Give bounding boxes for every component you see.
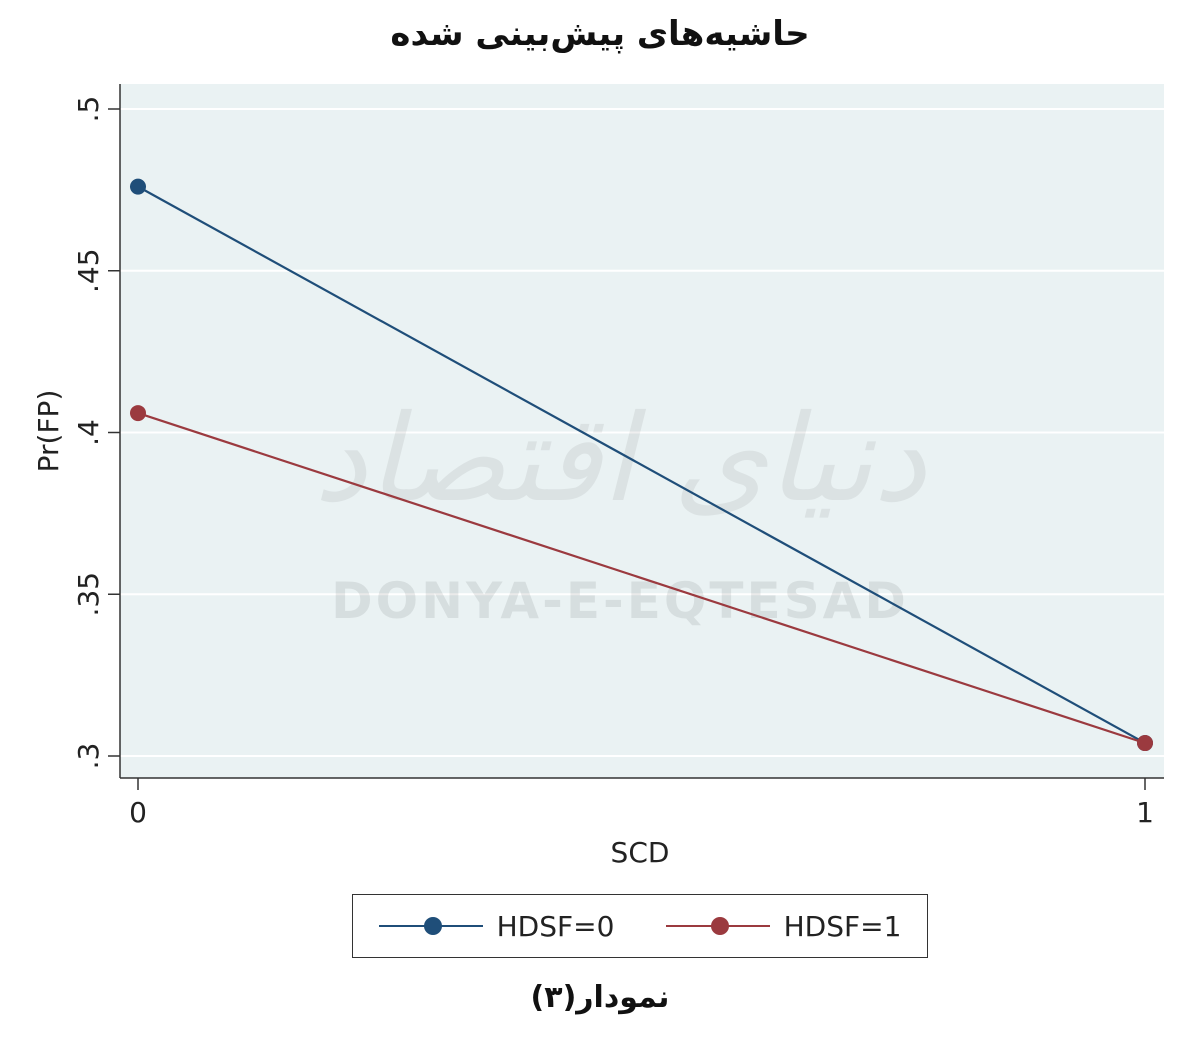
figure-caption: نمودار(۳) bbox=[530, 980, 670, 1015]
y-axis-ticks: .3 .35 .4 .45 .5 bbox=[72, 96, 120, 770]
x-tick-label: 1 bbox=[1136, 796, 1154, 829]
legend-label-hdsf1: HDSF=1 bbox=[783, 909, 902, 943]
x-tick-label: 0 bbox=[129, 796, 147, 829]
legend-marker-hdsf0 bbox=[423, 917, 442, 935]
watermark-persian: دنیای اقتصاد bbox=[314, 390, 927, 529]
series-line-1 bbox=[137, 412, 1146, 745]
legend-item-hdsf0: HDSF=0 bbox=[378, 909, 615, 943]
legend-label-hdsf0: HDSF=0 bbox=[496, 909, 615, 943]
grid-layer bbox=[120, 108, 1164, 757]
data-point bbox=[1137, 735, 1153, 752]
data-point bbox=[130, 178, 146, 195]
series-layer bbox=[130, 178, 1153, 752]
legend: HDSF=0 HDSF=1 bbox=[352, 894, 928, 958]
x-axis-title: SCD bbox=[611, 836, 670, 869]
plot-background bbox=[120, 84, 1164, 778]
data-point bbox=[130, 405, 146, 422]
legend-item-hdsf1: HDSF=1 bbox=[665, 909, 902, 943]
chart-plot: دنیای اقتصاد DONYA-E-EQTESAD .3 .35 .4 .45.… bbox=[32, 84, 1164, 869]
y-tick-label: .35 bbox=[72, 572, 105, 617]
watermark: دنیای اقتصاد DONYA-E-EQTESAD bbox=[314, 390, 927, 630]
y-tick-label: .5 bbox=[72, 96, 105, 123]
chart-title: حاشیه‌های پیش‌بینی شده bbox=[390, 14, 810, 54]
watermark-latin: DONYA-E-EQTESAD bbox=[331, 572, 909, 630]
y-tick-label: .45 bbox=[72, 248, 105, 293]
legend-swatch-hdsf0 bbox=[378, 916, 483, 936]
y-axis-title: Pr(FP) bbox=[32, 390, 65, 473]
y-tick-label: .3 bbox=[72, 743, 105, 770]
y-tick-label: .4 bbox=[72, 419, 105, 446]
legend-swatch-hdsf1 bbox=[665, 916, 770, 936]
legend-marker-hdsf1 bbox=[710, 917, 729, 935]
series-line-0 bbox=[137, 185, 1146, 745]
